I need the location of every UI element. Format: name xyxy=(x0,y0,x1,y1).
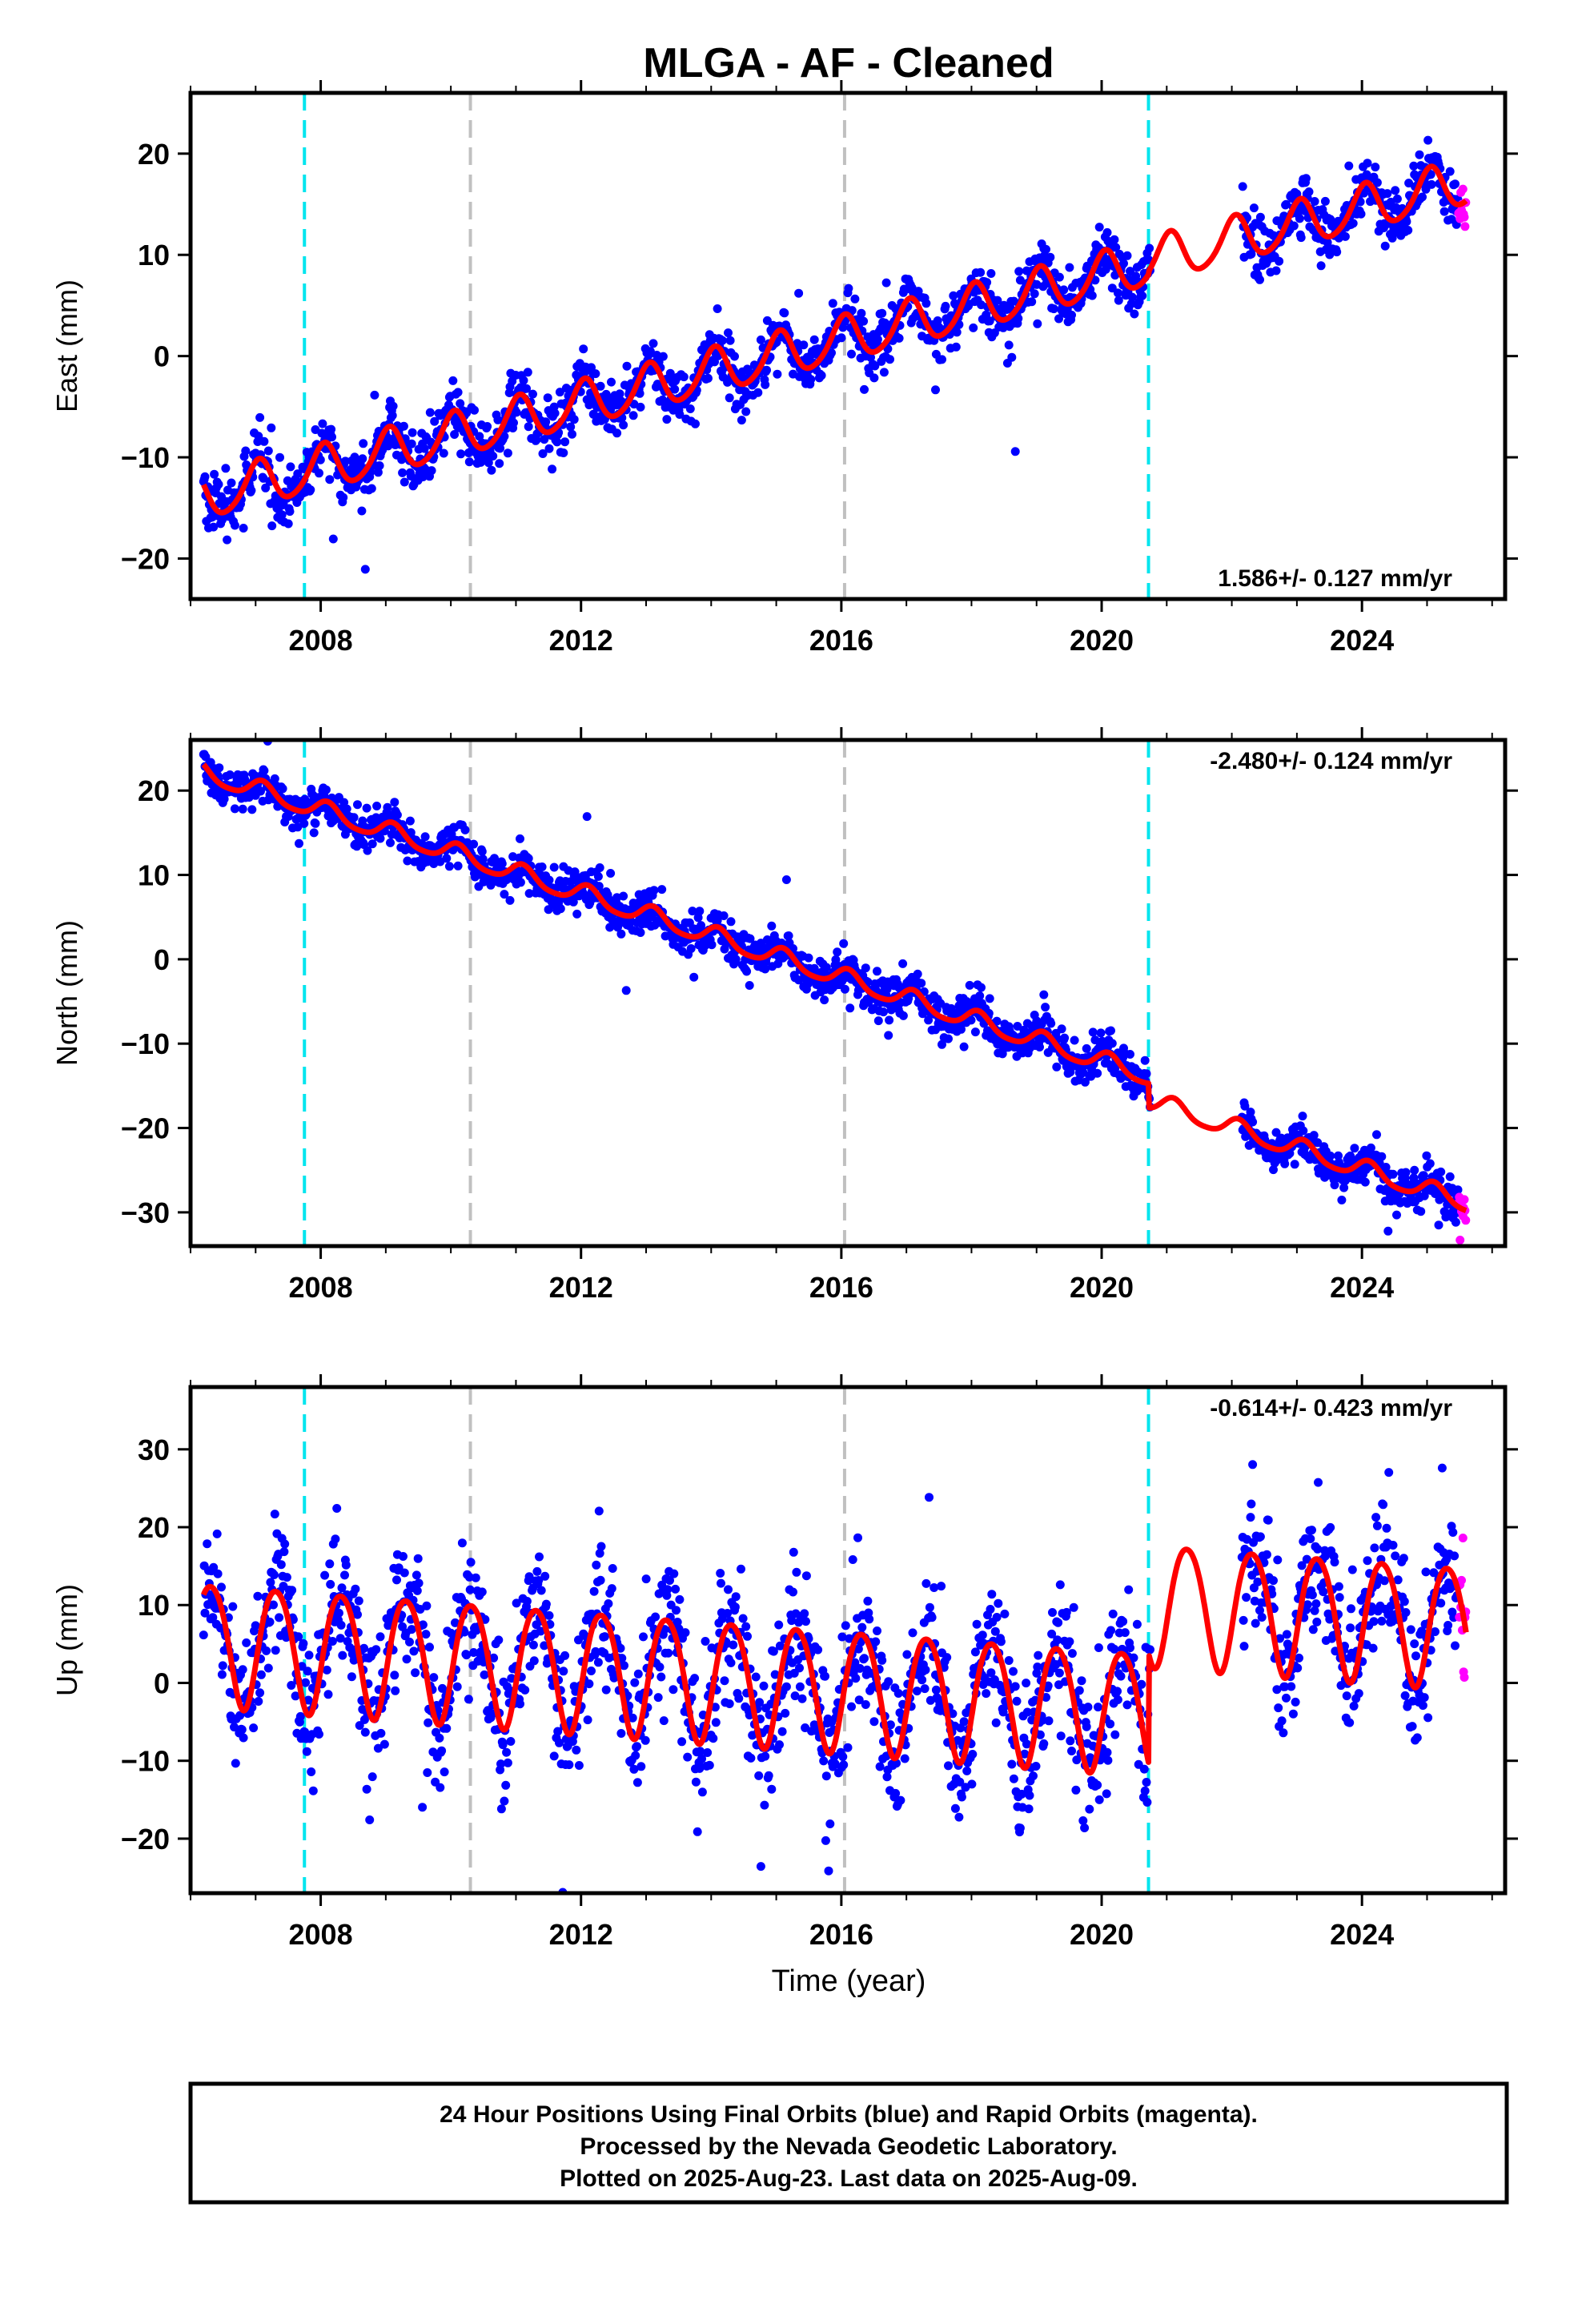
y-tick-label: 10 xyxy=(138,239,170,271)
x-tick-label: 2024 xyxy=(1330,1918,1394,1951)
axes-frame xyxy=(188,90,1508,601)
y-axis-title: North (mm) xyxy=(50,920,83,1066)
y-tick-label: 0 xyxy=(154,1667,170,1699)
y-tick-label: 20 xyxy=(138,1511,170,1544)
x-tick-label: 2008 xyxy=(289,624,353,657)
x-tick-label: 2012 xyxy=(549,1918,613,1951)
velocity-annotation: -0.614+/- 0.423 mm/yr xyxy=(1210,1395,1452,1421)
y-tick-label: −20 xyxy=(121,542,170,575)
final-orbit-points xyxy=(199,135,1463,574)
y-tick-label: −20 xyxy=(121,1823,170,1856)
y-tick-label: 30 xyxy=(138,1433,170,1466)
north-panel: 2008 2012 2016 2020 2024 −30 −20 −10 0 10 20 North … xyxy=(50,727,1518,1304)
x-axis-title: Time (year) xyxy=(772,1964,926,1998)
x-tick-label: 2016 xyxy=(809,1918,873,1951)
model-curve xyxy=(201,163,1468,516)
y-tick-label: 20 xyxy=(138,774,170,807)
y-tick-label: 10 xyxy=(138,859,170,892)
x-tick-label: 2024 xyxy=(1330,1271,1394,1304)
y-axis-title: East (mm) xyxy=(50,279,83,412)
final-orbit-points xyxy=(199,740,1463,1236)
x-tick-label: 2008 xyxy=(289,1918,353,1951)
plot-area xyxy=(199,1387,1471,1893)
up-panel: 2008 2012 2016 2020 2024 −20 −10 0 10 20 30 Up (mm)… xyxy=(50,1374,1518,1951)
x-tick-label: 2016 xyxy=(809,624,873,657)
footer-line-2: Processed by the Nevada Geodetic Laborat… xyxy=(580,2133,1117,2160)
y-tick-label: −10 xyxy=(121,441,170,474)
x-tick-label: 2012 xyxy=(549,1271,613,1304)
y-tick-label: 0 xyxy=(154,340,170,373)
final-orbit-points xyxy=(199,1460,1463,1893)
east-panel: 2008 2012 2016 2020 2024 −20 −10 0 10 20 East (mm)… xyxy=(50,80,1518,657)
axes-frame xyxy=(188,1385,1508,1896)
y-tick-label: 0 xyxy=(154,943,170,976)
x-tick-label: 2016 xyxy=(809,1271,873,1304)
y-tick-label: −10 xyxy=(121,1745,170,1778)
x-tick-label: 2012 xyxy=(549,624,613,657)
y-tick-label: 10 xyxy=(138,1589,170,1622)
x-tick-label: 2024 xyxy=(1330,624,1394,657)
y-axis-title: Up (mm) xyxy=(50,1584,83,1696)
velocity-annotation: -2.480+/- 0.124 mm/yr xyxy=(1210,748,1452,774)
y-tick-label: −30 xyxy=(121,1196,170,1229)
axes-frame xyxy=(188,738,1508,1248)
x-tick-label: 2020 xyxy=(1070,624,1134,657)
rapid-orbit-points xyxy=(1454,184,1471,231)
model-curve xyxy=(201,762,1468,1213)
y-tick-label: −10 xyxy=(121,1027,170,1060)
footer-frame xyxy=(188,2081,1509,2205)
x-tick-label: 2008 xyxy=(289,1271,353,1304)
figure-title: MLGA - AF - Cleaned xyxy=(643,40,1054,86)
x-tick-label: 2020 xyxy=(1070,1271,1134,1304)
model-curve xyxy=(201,1546,1469,1776)
rapid-orbit-points xyxy=(1454,1192,1471,1244)
y-tick-label: 20 xyxy=(138,138,170,171)
x-tick-label: 2020 xyxy=(1070,1918,1134,1951)
footer-line-1: 24 Hour Positions Using Final Orbits (bl… xyxy=(440,2101,1258,2128)
velocity-annotation: 1.586+/- 0.127 mm/yr xyxy=(1218,565,1452,592)
footer-line-3: Plotted on 2025-Aug-23. Last data on 202… xyxy=(560,2165,1138,2192)
plot-area xyxy=(199,740,1471,1246)
footer-box: 24 Hour Positions Using Final Orbits (bl… xyxy=(188,2081,1509,2205)
plot-area xyxy=(199,93,1471,599)
y-tick-label: −20 xyxy=(121,1112,170,1145)
